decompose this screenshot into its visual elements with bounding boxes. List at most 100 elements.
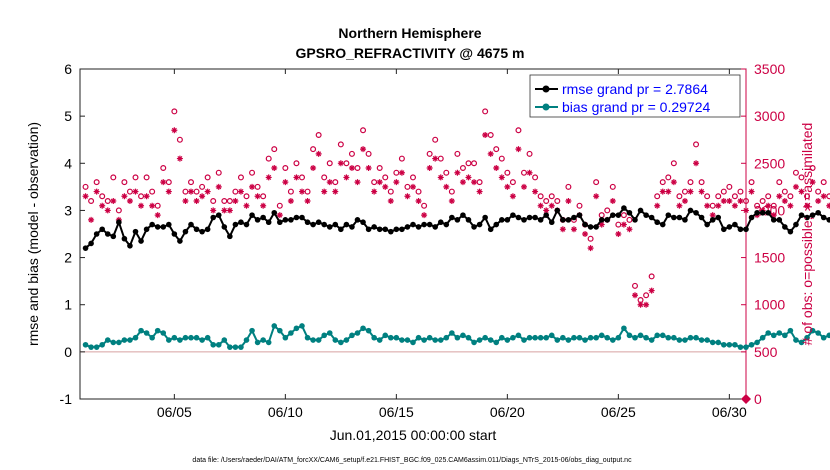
assimilated-obs-marker xyxy=(215,183,222,190)
bias-marker xyxy=(127,337,133,343)
rmse-marker xyxy=(349,224,355,230)
bias-marker xyxy=(232,344,239,350)
assimilated-obs-marker xyxy=(254,193,261,200)
bias-marker xyxy=(399,337,405,343)
rmse-marker xyxy=(88,240,94,247)
rmse-marker xyxy=(382,226,389,233)
bias-marker xyxy=(338,339,344,346)
bias-marker xyxy=(321,332,328,339)
assimilated-obs-marker xyxy=(670,179,677,186)
possible-obs-marker xyxy=(426,150,433,157)
assimilated-obs-marker xyxy=(487,150,494,157)
possible-obs-marker xyxy=(121,179,128,186)
rmse-marker xyxy=(759,209,766,216)
assimilated-obs-marker xyxy=(287,198,294,204)
assimilated-obs-marker xyxy=(726,198,733,204)
assimilated-obs-marker xyxy=(609,198,616,204)
assimilated-obs-marker xyxy=(676,202,683,209)
possible-obs-marker xyxy=(398,155,405,162)
assimilated-obs-marker xyxy=(493,165,500,171)
assimilated-obs-marker xyxy=(332,188,339,195)
rmse-marker xyxy=(343,221,350,228)
rmse-marker xyxy=(637,207,644,214)
rmse-marker xyxy=(671,214,677,221)
rmse-marker xyxy=(265,219,272,226)
assimilated-obs-marker xyxy=(543,207,550,214)
assimilated-obs-marker xyxy=(471,179,478,186)
rmse-marker xyxy=(748,214,755,221)
bias-marker xyxy=(93,344,100,350)
possible-obs-marker xyxy=(126,188,133,195)
assimilated-obs-marker xyxy=(548,202,555,209)
rmse-marker xyxy=(154,224,161,230)
rmse-marker xyxy=(360,219,366,226)
bias-marker xyxy=(682,337,688,343)
rmse-marker xyxy=(504,217,511,223)
bias-marker xyxy=(759,334,766,341)
possible-obs-marker xyxy=(437,155,444,162)
bias-marker xyxy=(465,334,472,341)
bias-marker xyxy=(177,337,183,343)
possible-obs-marker xyxy=(221,198,228,205)
assimilated-obs-marker xyxy=(820,193,827,200)
possible-obs-marker xyxy=(576,202,583,209)
y-tick-right-label: 1000 xyxy=(754,297,785,313)
possible-obs-marker xyxy=(271,146,278,153)
rmse-marker xyxy=(132,228,139,235)
bias-marker xyxy=(482,334,488,341)
assimilated-obs-marker xyxy=(415,198,422,204)
rmse-marker xyxy=(99,226,105,233)
rmse-marker xyxy=(127,242,133,249)
possible-obs-marker xyxy=(493,146,500,153)
possible-obs-marker xyxy=(676,193,683,200)
legend-rmse-label: rmse grand pr = 2.7864 xyxy=(562,81,708,97)
rmse-marker xyxy=(793,221,799,228)
assimilated-obs-marker xyxy=(188,188,194,195)
bias-marker xyxy=(371,334,377,341)
bias-marker xyxy=(132,334,139,341)
possible-obs-marker xyxy=(587,235,594,242)
assimilated-obs-marker xyxy=(598,221,605,228)
bias-marker xyxy=(143,330,150,336)
possible-obs-marker xyxy=(704,193,711,200)
possible-obs-marker xyxy=(410,174,417,181)
assimilated-obs-marker xyxy=(82,193,89,200)
bias-marker xyxy=(704,337,710,343)
possible-obs-marker xyxy=(249,169,256,176)
bias-marker xyxy=(382,332,389,339)
rmse-marker xyxy=(582,221,588,228)
bias-marker xyxy=(299,323,305,329)
assimilated-obs-marker xyxy=(360,146,367,153)
rmse-marker xyxy=(82,245,89,251)
bias-marker xyxy=(637,332,644,339)
bias-marker xyxy=(643,334,649,341)
bias-marker xyxy=(310,337,316,343)
rmse-marker xyxy=(676,214,683,221)
rmse-marker xyxy=(693,209,699,216)
rmse-marker xyxy=(798,212,805,218)
bias-marker xyxy=(332,337,339,343)
assimilated-obs-marker xyxy=(437,174,444,181)
assimilated-obs-marker xyxy=(498,174,505,181)
possible-obs-marker xyxy=(132,174,139,181)
assimilated-obs-marker xyxy=(532,188,539,195)
bias-marker xyxy=(426,334,433,341)
possible-obs-marker xyxy=(776,179,783,186)
bias-marker xyxy=(227,344,233,350)
x-tick-label: 06/10 xyxy=(268,404,303,420)
assimilated-obs-marker xyxy=(443,183,450,190)
bias-marker xyxy=(432,337,439,343)
possible-obs-marker xyxy=(171,108,178,115)
rmse-marker xyxy=(460,212,466,218)
rmse-marker xyxy=(110,233,117,240)
bias-marker xyxy=(587,334,594,341)
bias-marker xyxy=(770,332,777,339)
assimilated-obs-marker xyxy=(343,174,350,181)
rmse-marker xyxy=(487,226,494,233)
rmse-marker xyxy=(399,226,405,233)
rmse-marker xyxy=(593,224,599,230)
rmse-marker xyxy=(493,221,500,228)
bias-marker xyxy=(249,327,255,334)
bias-marker xyxy=(526,334,533,341)
assimilated-obs-marker xyxy=(504,183,511,190)
